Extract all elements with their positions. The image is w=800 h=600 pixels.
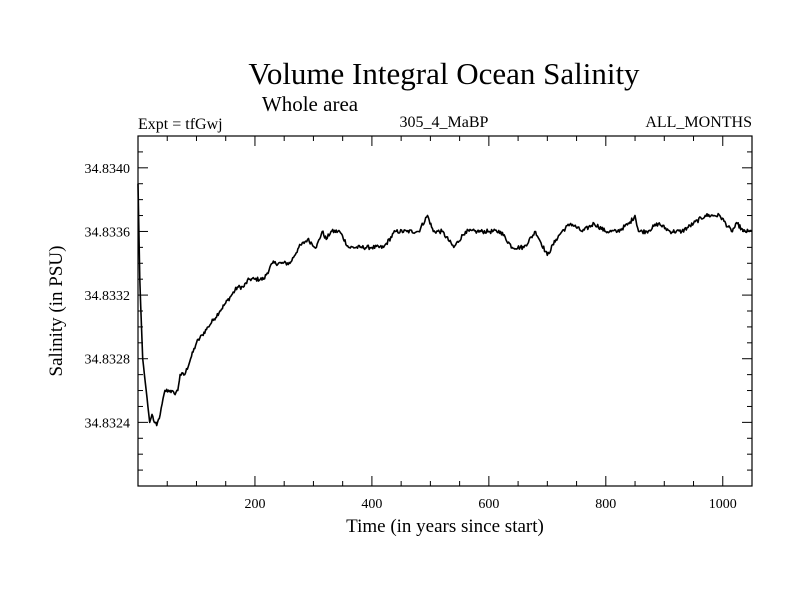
x-axis-label: Time (in years since start) <box>346 516 544 537</box>
x-tick-label: 1000 <box>709 497 737 512</box>
axis-ticks <box>138 136 752 486</box>
y-tick-label: 34.8340 <box>85 162 131 177</box>
x-tick-label: 600 <box>478 497 499 512</box>
chart-subtitle: Whole area <box>262 92 359 116</box>
chart-title: Volume Integral Ocean Salinity <box>248 56 640 91</box>
salinity-series-line <box>137 183 753 427</box>
x-tick-labels: 200 400 600 800 1000 <box>244 497 736 512</box>
run-label: 305_4_MaBP <box>400 114 489 131</box>
expt-label: Expt = tfGwj <box>138 116 223 133</box>
plot-frame <box>137 135 753 487</box>
period-label: ALL_MONTHS <box>645 114 752 131</box>
y-tick-label: 34.8336 <box>85 225 131 240</box>
y-tick-label: 34.8328 <box>85 353 131 368</box>
y-tick-label: 34.8324 <box>85 416 131 431</box>
x-tick-label: 400 <box>361 497 382 512</box>
y-axis-label: Salinity (in PSU) <box>46 246 67 377</box>
x-tick-label: 800 <box>595 497 616 512</box>
y-tick-label: 34.8332 <box>85 289 131 304</box>
y-tick-labels: 34.8324 34.8328 34.8332 34.8336 34.8340 <box>85 162 131 432</box>
x-tick-label: 200 <box>244 497 265 512</box>
